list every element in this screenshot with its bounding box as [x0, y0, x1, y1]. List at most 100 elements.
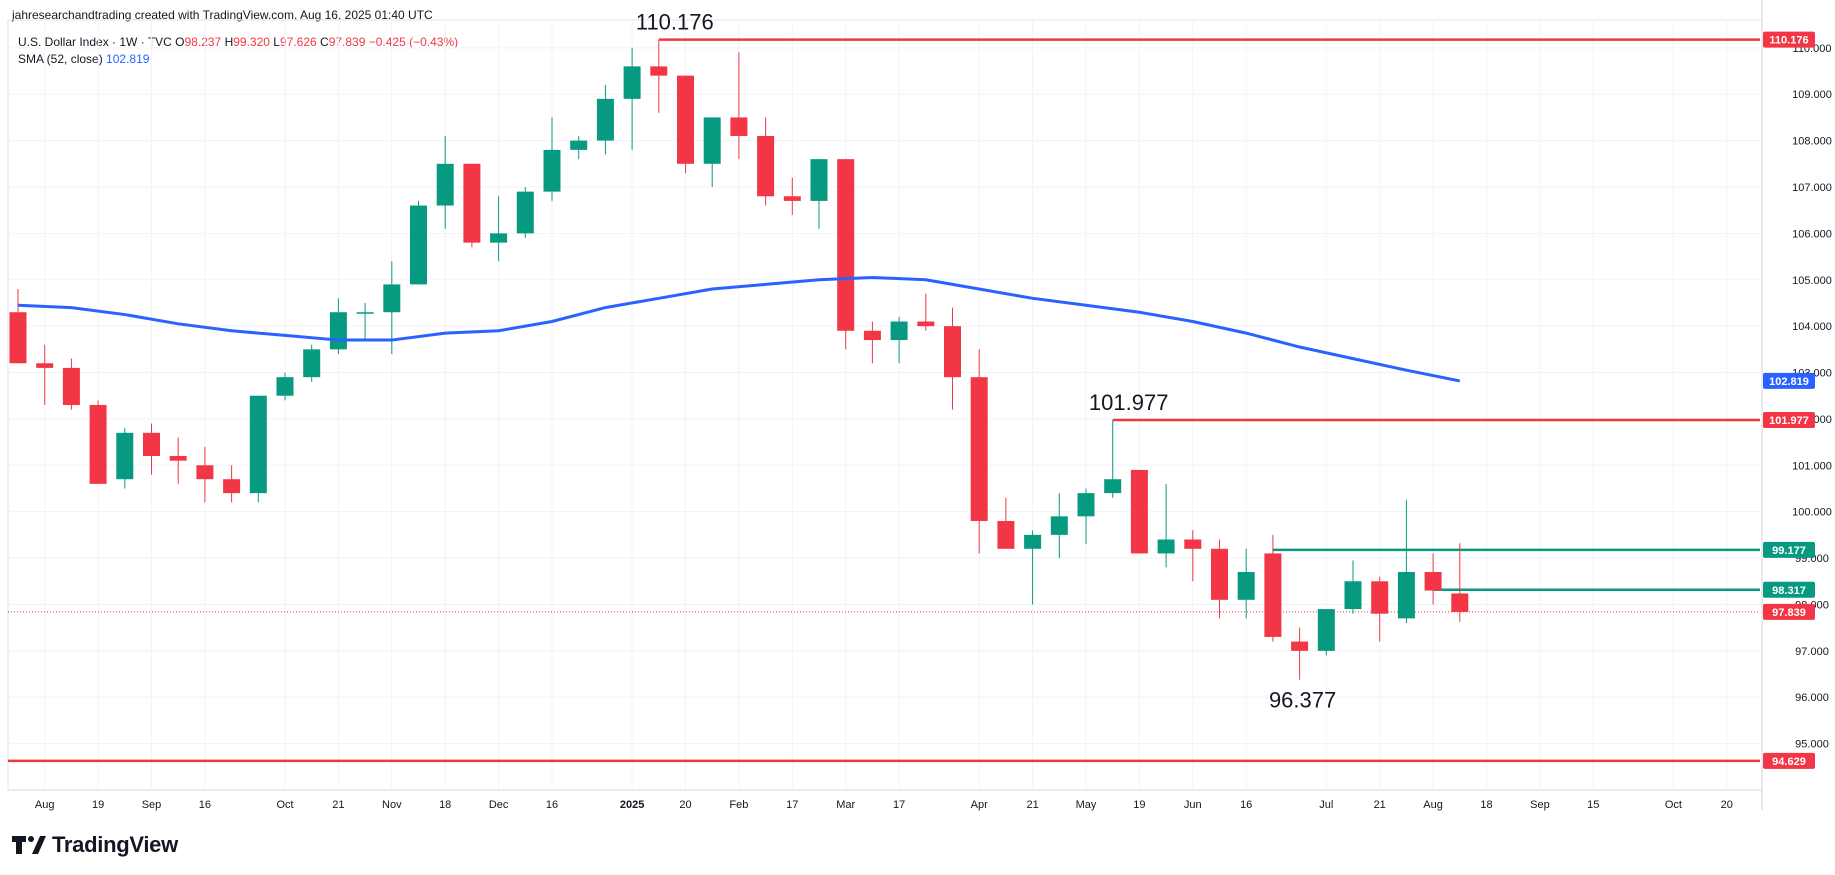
x-tick-label: 21	[1374, 799, 1386, 811]
price-tag-label: 102.819	[1769, 376, 1809, 388]
x-tick-label: 21	[1026, 799, 1038, 811]
x-tick-label: Nov	[382, 799, 402, 811]
y-tick-label: 108.000	[1792, 136, 1832, 148]
x-tick-label: 19	[92, 799, 104, 811]
candle-body	[997, 520, 1015, 549]
candle-body	[703, 117, 721, 164]
candle-body	[1451, 593, 1469, 612]
candle-body	[837, 159, 855, 331]
price-tag-label: 99.177	[1772, 545, 1806, 557]
open-value: 98.237	[184, 35, 222, 49]
y-tick-label: 105.000	[1792, 275, 1832, 287]
candle-body	[1291, 641, 1309, 651]
change-value: −0.425 (−0.43%)	[368, 35, 459, 49]
x-tick-label: 2025	[620, 799, 644, 811]
tradingview-wordmark: TradingView	[52, 832, 178, 857]
price-tag-label: 94.629	[1772, 756, 1806, 768]
candle-body	[1077, 493, 1095, 517]
level-annotation: 101.977	[1089, 390, 1169, 415]
price-tag	[1763, 581, 1815, 598]
candle-body	[490, 233, 508, 243]
sma-label: SMA (52, close)	[18, 52, 103, 66]
x-tick-label: Feb	[729, 799, 748, 811]
x-tick-label: 16	[199, 799, 211, 811]
x-tick-label: Sep	[1530, 799, 1550, 811]
x-tick-label: 18	[439, 799, 451, 811]
candle-body	[1104, 479, 1122, 494]
price-tag	[1763, 31, 1815, 48]
candle-body	[970, 377, 988, 521]
x-tick-label: 17	[893, 799, 905, 811]
x-tick-label: Oct	[1665, 799, 1682, 811]
candle-body	[677, 75, 694, 164]
candle-body	[917, 321, 935, 327]
candle-body	[116, 432, 134, 480]
candle-body	[196, 465, 214, 480]
candle-body	[650, 66, 668, 76]
candle-body	[89, 405, 107, 484]
close-label: C	[320, 35, 329, 49]
candle-body	[1397, 571, 1415, 619]
low-annotation: 96.377	[1269, 688, 1336, 713]
candle-body	[169, 456, 187, 461]
candle-body	[329, 312, 347, 350]
price-tag-label: 97.839	[1772, 607, 1806, 619]
y-tick-label: 95.000	[1795, 739, 1829, 751]
candle-body	[1157, 539, 1175, 554]
close-value: 97.839	[328, 35, 366, 49]
candle-body	[1371, 581, 1389, 614]
candle-body	[757, 135, 775, 197]
candle-body	[276, 377, 294, 396]
x-tick-label: 18	[1480, 799, 1492, 811]
candle-body	[383, 284, 401, 313]
x-tick-label: 20	[1721, 799, 1733, 811]
x-tick-label: 19	[1133, 799, 1145, 811]
sma-row: SMA (52, close) 102.819	[18, 51, 458, 68]
y-tick-label: 109.000	[1792, 89, 1832, 101]
level-annotation: 110.176	[636, 10, 714, 35]
candle-body	[1130, 469, 1148, 554]
candle-body	[9, 312, 27, 364]
price-tag-label: 110.176	[1769, 35, 1808, 47]
y-tick-label: 104.000	[1792, 321, 1832, 333]
x-tick-label: Jul	[1319, 799, 1333, 811]
candle-body	[570, 140, 588, 150]
x-tick-label: 20	[679, 799, 691, 811]
candle-body	[543, 149, 561, 192]
price-tag	[1763, 372, 1815, 389]
candle-body	[1211, 548, 1228, 600]
x-tick-label: 17	[786, 799, 798, 811]
y-tick-label: 106.000	[1792, 228, 1832, 240]
candle-body	[36, 363, 54, 368]
x-tick-label: 16	[1240, 799, 1252, 811]
candle-body	[463, 163, 481, 243]
candle-body	[623, 66, 641, 99]
candle-body	[783, 196, 801, 201]
y-tick-label: 97.000	[1795, 646, 1829, 658]
x-tick-label: Jun	[1184, 799, 1202, 811]
candle-body	[143, 432, 160, 457]
price-tag-label: 101.977	[1769, 415, 1809, 427]
x-tick-label: Oct	[276, 799, 293, 811]
candle-body	[1424, 571, 1442, 591]
candle-body	[863, 330, 881, 341]
candle-body	[249, 395, 267, 494]
candle-body	[596, 98, 614, 141]
high-label: H	[224, 35, 234, 49]
low-value: 97.626	[279, 35, 317, 49]
x-tick-label: Aug	[35, 799, 55, 811]
price-tag	[1763, 411, 1815, 428]
candle-body	[356, 312, 374, 314]
ohlc-row: U.S. Dollar Index · 1W · TVC O98.237 H99…	[18, 34, 458, 51]
x-tick-label: 16	[546, 799, 558, 811]
price-tag	[1763, 752, 1815, 769]
legend: U.S. Dollar Index · 1W · TVC O98.237 H99…	[18, 34, 458, 68]
plot-frame	[7, 19, 1763, 791]
price-tag	[1763, 541, 1815, 558]
candle-body	[1237, 571, 1255, 600]
y-tick-label: 107.000	[1792, 182, 1832, 194]
x-tick-label: 21	[332, 799, 344, 811]
candle-body	[1050, 516, 1068, 535]
x-tick-label: Dec	[489, 799, 509, 811]
